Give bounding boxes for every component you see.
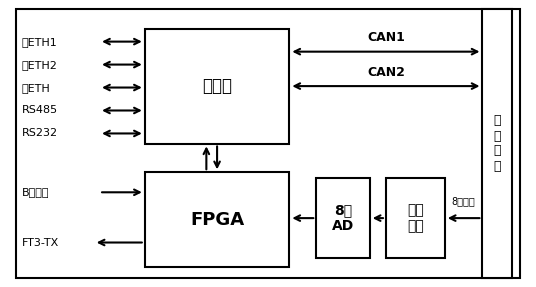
- Text: B码对时: B码对时: [21, 187, 49, 197]
- Text: RS232: RS232: [21, 129, 57, 138]
- Text: 光电
转换: 光电 转换: [407, 203, 424, 233]
- Bar: [316, 178, 370, 258]
- Bar: [482, 9, 512, 278]
- Text: CAN2: CAN2: [367, 66, 405, 79]
- Bar: [145, 172, 289, 267]
- Bar: [386, 178, 445, 258]
- Text: 8路弧光: 8路弧光: [452, 197, 475, 207]
- Text: FPGA: FPGA: [190, 211, 244, 228]
- Text: 光ETH1: 光ETH1: [21, 37, 57, 46]
- Text: CAN1: CAN1: [367, 32, 405, 44]
- Text: 处理器: 处理器: [202, 77, 232, 95]
- Text: 光ETH2: 光ETH2: [21, 60, 57, 69]
- Text: 电ETH: 电ETH: [21, 83, 50, 92]
- Text: 内
部
总
线: 内 部 总 线: [494, 115, 501, 172]
- Text: FT3-TX: FT3-TX: [21, 238, 58, 247]
- Text: 8路
AD: 8路 AD: [332, 203, 354, 233]
- Bar: [145, 29, 289, 144]
- Text: RS485: RS485: [21, 106, 57, 115]
